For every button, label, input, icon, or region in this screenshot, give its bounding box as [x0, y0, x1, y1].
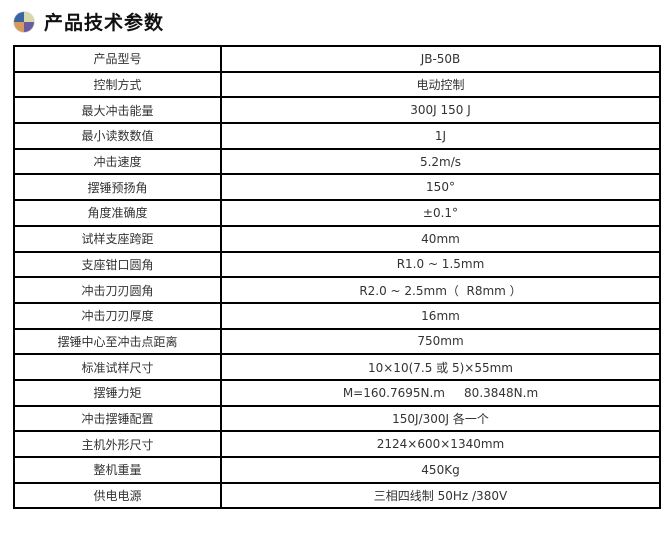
spec-value: 40mm — [220, 224, 661, 253]
spec-label: 冲击摆锤配置 — [13, 404, 222, 433]
table-row: 整机重量 450Kg — [13, 456, 661, 484]
table-row: 冲击速度 5.2m/s — [13, 147, 661, 176]
spec-value: 750mm — [220, 327, 661, 356]
spec-label: 支座钳口圆角 — [13, 250, 222, 279]
spec-value: 150° — [220, 173, 661, 202]
spec-label: 冲击刀刃厚度 — [13, 301, 222, 330]
spec-table: 产品型号 JB-50B 控制方式 电动控制 最大冲击能量 300J 150 J 最小读数数值… — [13, 45, 661, 510]
spec-value: ±0.1° — [220, 199, 661, 227]
spec-value: M=160.7695N.m 80.3848N.m — [220, 378, 661, 407]
spec-label: 摆锤预扬角 — [13, 173, 222, 202]
spec-label: 摆锤力矩 — [13, 378, 222, 407]
spec-label: 产品型号 — [13, 45, 222, 73]
spec-value: 150J/300J 各一个 — [220, 404, 661, 433]
spec-label: 最小读数数值 — [13, 122, 222, 150]
table-row: 冲击摆锤配置 150J/300J 各一个 — [13, 404, 661, 433]
spec-label: 摆锤中心至冲击点距离 — [13, 327, 222, 356]
table-row: 主机外形尺寸 2124×600×1340mm — [13, 430, 661, 458]
table-row: 试样支座跨距 40mm — [13, 224, 661, 253]
spec-value: 三相四线制 50Hz /380V — [220, 481, 661, 510]
table-row: 供电电源 三相四线制 50Hz /380V — [13, 481, 661, 510]
table-row: 最小读数数值 1J — [13, 122, 661, 150]
table-row: 角度准确度 ±0.1° — [13, 199, 661, 227]
quadrant-ball-icon — [14, 11, 34, 32]
spec-value: R2.0 ~ 2.5mm（ R8mm ） — [220, 276, 661, 304]
table-row: 冲击刀刃圆角 R2.0 ~ 2.5mm（ R8mm ） — [13, 276, 661, 304]
spec-value: 电动控制 — [220, 70, 661, 99]
spec-value: 16mm — [220, 301, 661, 330]
spec-label: 主机外形尺寸 — [13, 430, 222, 458]
spec-label: 冲击速度 — [13, 147, 222, 176]
table-row: 标准试样尺寸 10×10(7.5 或 5)×55mm — [13, 353, 661, 381]
spec-label: 冲击刀刃圆角 — [13, 276, 222, 304]
table-row: 产品型号 JB-50B — [13, 45, 661, 73]
spec-label: 供电电源 — [13, 481, 222, 510]
spec-value: 450Kg — [220, 456, 661, 484]
spec-value: 5.2m/s — [220, 147, 661, 176]
spec-label: 整机重量 — [13, 456, 222, 484]
spec-label: 控制方式 — [13, 70, 222, 99]
page-title: 产品技术参数 — [44, 12, 165, 34]
spec-value: 300J 150 J — [220, 96, 661, 125]
spec-label: 标准试样尺寸 — [13, 353, 222, 381]
spec-value: 2124×600×1340mm — [220, 430, 661, 458]
table-row: 摆锤力矩 M=160.7695N.m 80.3848N.m — [13, 378, 661, 407]
spec-label: 试样支座跨距 — [13, 224, 222, 253]
table-row: 最大冲击能量 300J 150 J — [13, 96, 661, 125]
spec-label: 角度准确度 — [13, 199, 222, 227]
spec-value: R1.0 ~ 1.5mm — [220, 250, 661, 279]
table-row: 支座钳口圆角 R1.0 ~ 1.5mm — [13, 250, 661, 279]
spec-value: 1J — [220, 122, 661, 150]
table-row: 摆锤预扬角 150° — [13, 173, 661, 202]
table-row: 控制方式 电动控制 — [13, 70, 661, 99]
spec-value: 10×10(7.5 或 5)×55mm — [220, 353, 661, 381]
table-row: 冲击刀刃厚度 16mm — [13, 301, 661, 330]
section-header: 产品技术参数 — [14, 8, 164, 35]
spec-label: 最大冲击能量 — [13, 96, 222, 125]
table-row: 摆锤中心至冲击点距离 750mm — [13, 327, 661, 356]
spec-value: JB-50B — [220, 45, 661, 73]
